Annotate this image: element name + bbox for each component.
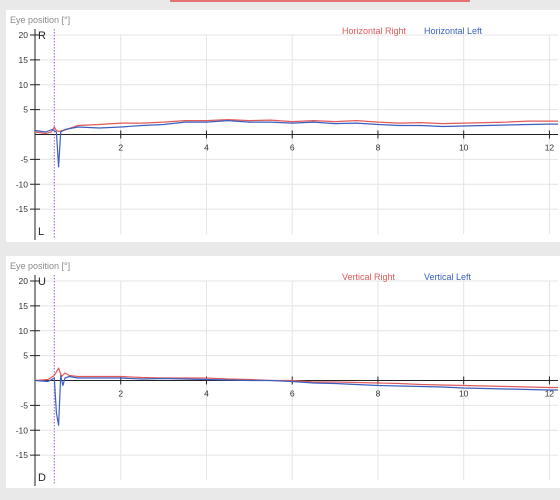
chart0-y-tick-label: 10	[19, 80, 29, 90]
chart0-legend-item: Horizontal Right	[342, 26, 407, 36]
chart1-x-tick-label: 12	[545, 389, 555, 399]
chart0-y-tick-label: -5	[20, 154, 28, 164]
horizontal-eye-position-panel: Eye position [°] 20 15 10 5 -5 -10 -15 2 4 6 8 10 12 R…	[6, 10, 560, 242]
chart1-series-vertical-left	[34, 374, 558, 426]
chart0-direction-label-top: R	[38, 30, 46, 42]
chart0-y-tick-label: 20	[19, 30, 29, 40]
chart0-series-horizontal-right	[34, 118, 558, 135]
chart1-y-tick-label: -5	[20, 400, 28, 410]
chart0-x-tick-label: 8	[376, 143, 381, 153]
chart0-x-tick-label: 12	[545, 143, 555, 153]
chart0-direction-label-bottom: L	[38, 226, 44, 238]
chart0-y-tick-label: -10	[16, 179, 29, 189]
chart1-y-tick-label: 20	[19, 276, 29, 286]
chart0-x-tick-label: 10	[459, 143, 469, 153]
chart0-title: Eye position [°]	[10, 15, 70, 25]
chart0-x-tick-label: 4	[204, 143, 209, 153]
chart0-series-horizontal-left	[34, 119, 558, 168]
chart1-direction-label-top: U	[38, 276, 46, 288]
chart1-y-tick-label: -10	[16, 425, 29, 435]
chart0-x-tick-label: 2	[118, 143, 123, 153]
chart1-x-tick-label: 8	[376, 389, 381, 399]
vertical-eye-position-panel: Eye position [°] 20 15 10 5 -5 -10 -15 2 4 6 8 10 12 U…	[6, 256, 560, 488]
chart0-legend-item: Horizontal Left	[424, 26, 483, 36]
chart1-direction-label-bottom: D	[38, 472, 46, 484]
top-bar	[0, 0, 560, 10]
chart1-y-tick-label: 5	[23, 351, 28, 361]
chart1-x-tick-label: 10	[459, 389, 469, 399]
chart1-y-tick-label: -15	[16, 450, 29, 460]
chart1-x-tick-label: 6	[290, 389, 295, 399]
chart1-title: Eye position [°]	[10, 261, 70, 271]
chart1-x-tick-label: 4	[204, 389, 209, 399]
chart0-y-tick-label: 15	[19, 55, 29, 65]
chart1-legend-item: Vertical Right	[342, 272, 396, 282]
top-accent-line	[170, 0, 470, 2]
chart0-y-tick-label: 5	[23, 105, 28, 115]
chart1-x-tick-label: 2	[118, 389, 123, 399]
chart1-y-tick-label: 15	[19, 301, 29, 311]
vertical-eye-position-chart: Eye position [°] 20 15 10 5 -5 -10 -15 2 4 6 8 10 12 U…	[10, 261, 558, 486]
chart1-legend-item: Vertical Left	[424, 272, 472, 282]
chart1-y-tick-label: 10	[19, 326, 29, 336]
chart0-y-tick-label: -15	[16, 204, 29, 214]
horizontal-eye-position-chart: Eye position [°] 20 15 10 5 -5 -10 -15 2 4 6 8 10 12 R…	[10, 15, 558, 240]
chart0-x-tick-label: 6	[290, 143, 295, 153]
chart1-series-vertical-right	[34, 367, 558, 389]
